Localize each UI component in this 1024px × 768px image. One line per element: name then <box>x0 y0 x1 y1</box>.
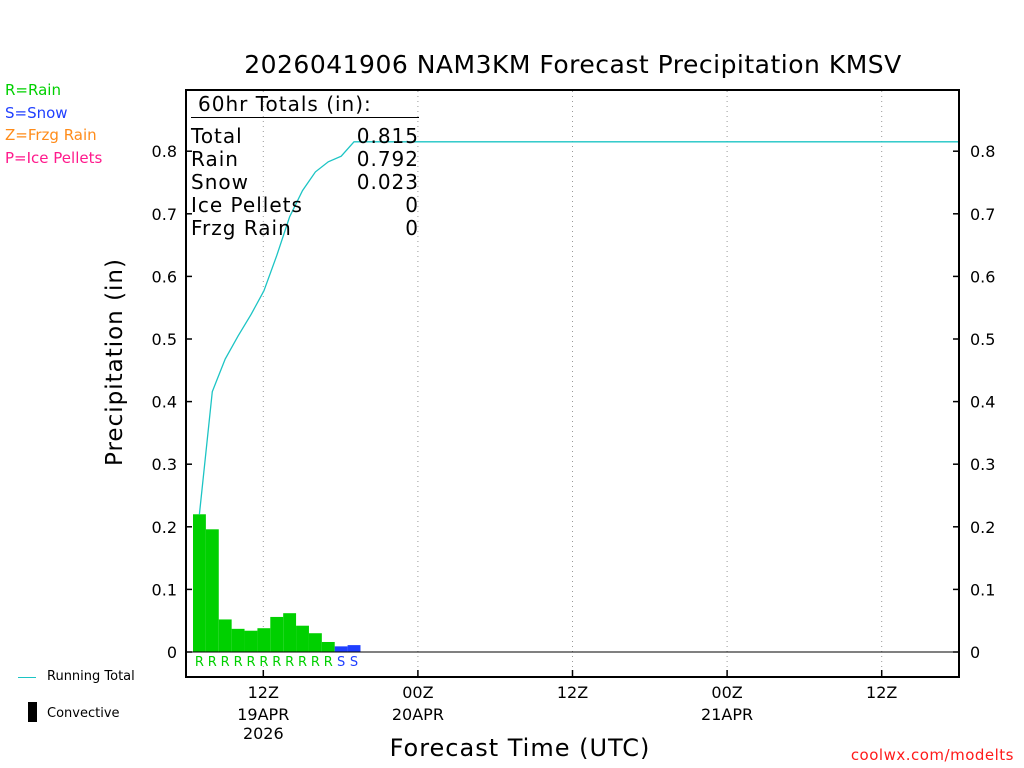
convective-swatch <box>28 702 37 722</box>
y-tick-label: 0.3 <box>152 455 177 474</box>
y-tick-label: 0.6 <box>152 267 177 286</box>
x-tick-label: 12Z <box>557 683 588 702</box>
precip-bar <box>283 613 297 652</box>
x-tick-label: 00Z <box>402 683 433 702</box>
y-tick-label-right: 0.4 <box>970 393 995 412</box>
y-tick-label-right: 0.3 <box>970 455 995 474</box>
chart-title: 2026041906 NAM3KM Forecast Precipitation… <box>244 50 902 79</box>
precip-bar <box>347 645 361 652</box>
running-total-line <box>198 141 959 515</box>
totals-value: 0.023 <box>356 170 419 194</box>
precip-bar <box>321 641 335 652</box>
y-tick-label: 0.7 <box>152 205 177 224</box>
totals-value: 0 <box>405 216 419 240</box>
y-tick-label-right: 0.7 <box>970 205 995 224</box>
ptype-marker: R <box>272 655 281 670</box>
totals-underline <box>191 117 419 118</box>
y-tick-label: 0.1 <box>152 580 177 599</box>
ptype-marker: S <box>337 655 345 670</box>
precip-bar <box>270 616 284 652</box>
y-tick-label-right: 0 <box>970 643 980 662</box>
totals-value: 0 <box>405 193 419 217</box>
precip-bar <box>218 619 232 652</box>
precip-bars <box>193 514 361 652</box>
x-tick-year: 2026 <box>243 724 284 743</box>
totals-label: Snow <box>191 170 249 194</box>
ptype-marker: R <box>208 655 217 670</box>
precip-bar <box>296 625 309 652</box>
y-tick-label-right: 0.6 <box>970 267 995 286</box>
x-tick-date: 21APR <box>701 705 753 724</box>
y-tick-label: 0.2 <box>152 518 177 537</box>
precip-bar <box>308 633 322 652</box>
ptype-marker: R <box>298 655 307 670</box>
ptype-marker: S <box>350 655 358 670</box>
precip-bar <box>193 514 206 652</box>
y-axis-ticks: 0 00.1 0.10.2 0.20.3 0.30.4 0.40.5 0.50.6 0.60.… <box>152 142 996 662</box>
totals-label: Ice Pellets <box>191 193 303 217</box>
x-tick-label: 12Z <box>866 683 897 702</box>
ptype-marker: R <box>234 655 243 670</box>
precip-bar <box>244 630 258 652</box>
legend-snow: S=Snow <box>5 104 68 122</box>
ptype-marker: R <box>324 655 333 670</box>
totals-label: Rain <box>191 147 239 171</box>
ptype-marker: R <box>221 655 230 670</box>
legend-rain: R=Rain <box>5 81 61 99</box>
ptype-marker: R <box>285 655 294 670</box>
y-tick-label: 0.8 <box>152 142 177 161</box>
x-tick-label: 00Z <box>711 683 742 702</box>
ptype-marker: R <box>259 655 268 670</box>
totals-value: 0.792 <box>356 147 419 171</box>
legend-running-total: Running Total <box>47 669 135 684</box>
y-tick-label: 0 <box>167 643 177 662</box>
y-tick-label-right: 0.5 <box>970 330 995 349</box>
x-tick-date: 19APR <box>237 705 289 724</box>
legend-convective: Convective <box>47 706 120 721</box>
x-tick-date: 20APR <box>392 705 444 724</box>
y-tick-label: 0.5 <box>152 330 177 349</box>
y-tick-label-right: 0.1 <box>970 580 995 599</box>
precip-bar <box>334 646 348 652</box>
y-axis-label: Precipitation (in) <box>102 258 128 466</box>
legend-ice-pellets: P=Ice Pellets <box>5 149 103 167</box>
precip-bar <box>231 628 245 652</box>
precip-bar <box>257 628 271 652</box>
x-tick-label: 12Z <box>248 683 279 702</box>
totals-title: 60hr Totals (in): <box>198 92 372 116</box>
credit-link[interactable]: coolwx.com/modelts <box>850 746 1014 764</box>
y-tick-label: 0.4 <box>152 393 177 412</box>
ptype-marker: R <box>195 655 204 670</box>
ptype-marker: R <box>311 655 320 670</box>
plot-frame <box>185 89 960 678</box>
totals-value: 0.815 <box>356 124 419 148</box>
x-axis-label: Forecast Time (UTC) <box>389 734 651 762</box>
legend-frzg-rain: Z=Frzg Rain <box>5 126 97 144</box>
ptype-marker: R <box>246 655 255 670</box>
totals-label: Total <box>191 124 243 148</box>
y-tick-label-right: 0.2 <box>970 518 995 537</box>
running-total-swatch <box>18 677 36 678</box>
y-tick-label-right: 0.8 <box>970 142 995 161</box>
precip-bar <box>205 529 219 652</box>
totals-label: Frzg Rain <box>191 216 292 240</box>
